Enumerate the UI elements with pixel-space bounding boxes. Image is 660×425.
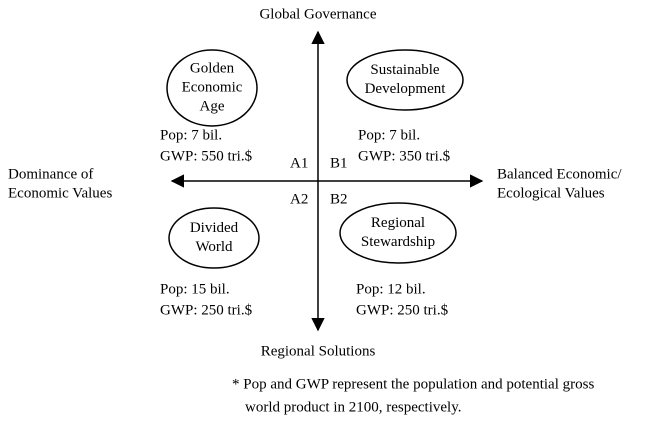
scenario-ellipse (346, 49, 464, 111)
gwp: GWP: 550 tri.$ (160, 148, 253, 164)
population: Pop: 7 bil. (160, 127, 222, 143)
axis-label-top: Global Governance (259, 6, 376, 22)
scenario-name: Sustainable (370, 62, 439, 78)
axis-label-bottom: Regional Solutions (261, 343, 376, 359)
gwp: GWP: 350 tri.$ (358, 148, 451, 164)
scenario-name: Development (365, 81, 447, 97)
scenario-ellipse (339, 202, 457, 264)
scenario-ellipse (168, 207, 260, 269)
gwp: GWP: 250 tri.$ (356, 302, 449, 318)
quadrant-code: B2 (330, 191, 348, 207)
axis-label-left: Economic Values (8, 185, 112, 201)
axis-label-right: Ecological Values (497, 185, 605, 201)
quadrant-code: A1 (290, 155, 308, 171)
population: Pop: 15 bil. (160, 281, 230, 297)
population: Pop: 7 bil. (358, 127, 420, 143)
footnote: world product in 2100, respectively. (245, 399, 461, 415)
gwp: GWP: 250 tri.$ (160, 302, 253, 318)
scenario-name: Golden (190, 60, 235, 76)
axis-label-left: Dominance of (8, 166, 93, 182)
population: Pop: 12 bil. (356, 281, 426, 297)
scenario-name: Regional (371, 215, 425, 231)
scenario-name: Economic (182, 79, 243, 95)
scenario-ellipse (166, 49, 258, 127)
scenario-name: Divided (190, 220, 239, 236)
footnote: * Pop and GWP represent the population a… (232, 376, 594, 392)
axis-label-right: Balanced Economic/ (497, 166, 622, 182)
scenario-name: Stewardship (361, 234, 435, 250)
quadrant-code: B1 (330, 155, 348, 171)
quadrant-code: A2 (290, 191, 308, 207)
scenario-name: World (195, 239, 233, 255)
scenario-name: Age (200, 98, 225, 114)
